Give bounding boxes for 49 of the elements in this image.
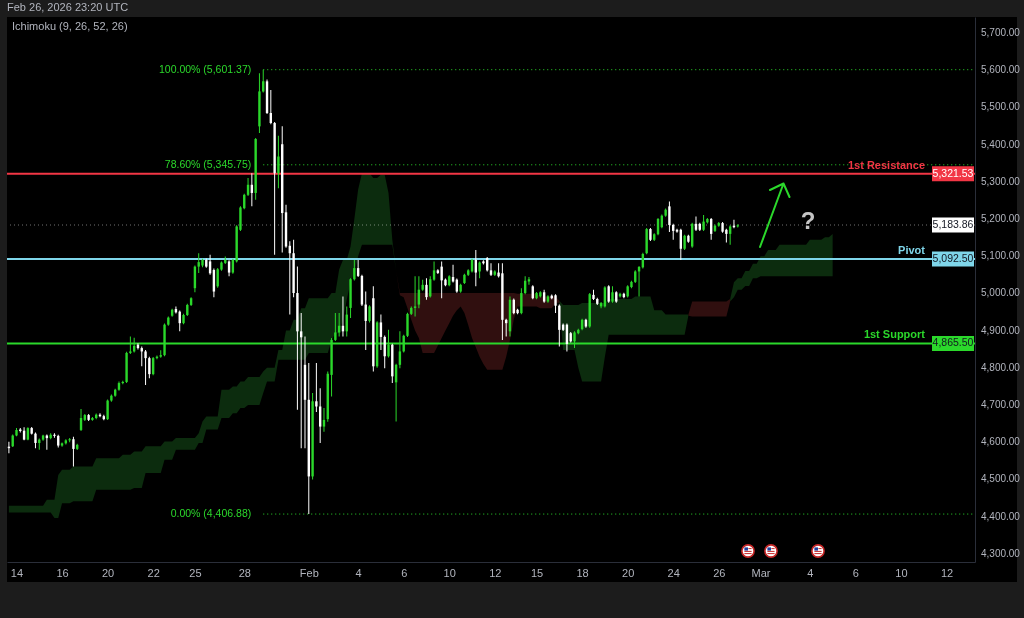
y-tick-label: 4,500.00 bbox=[981, 473, 1021, 485]
y-tick-label: 5,300.00 bbox=[981, 175, 1021, 187]
y-tick-label: 5,500.00 bbox=[981, 101, 1021, 113]
x-tick-label: 16 bbox=[56, 566, 69, 579]
annotation: 5,183.86 bbox=[932, 218, 974, 231]
x-tick-label: 4 bbox=[807, 566, 814, 579]
x-tick-label: 20 bbox=[101, 566, 115, 579]
x-tick-label: 14 bbox=[10, 566, 24, 579]
x-tick-label: 12 bbox=[489, 566, 502, 579]
x-tick-label: Mar bbox=[751, 566, 771, 579]
x-tick-label: 28 bbox=[238, 566, 251, 579]
x-tick-label: 12 bbox=[940, 566, 954, 579]
ref-line-label: 100.00% (5,601.37) bbox=[159, 62, 252, 75]
x-tick-label: 6 bbox=[401, 566, 408, 579]
annotation: ? bbox=[800, 207, 816, 234]
x-tick-label: 15 bbox=[530, 566, 544, 579]
y-tick-label: 5,100.00 bbox=[981, 250, 1021, 262]
x-tick-label: 10 bbox=[895, 566, 908, 579]
ref-line-label: 0.00% (4,406.88) bbox=[170, 507, 252, 520]
annotation: 5,092.50 bbox=[932, 251, 974, 264]
y-tick-label: 5,400.00 bbox=[981, 138, 1021, 150]
ref-line-label: 1st Support bbox=[863, 328, 926, 341]
x-tick-label: 6 bbox=[852, 566, 859, 579]
x-tick-label: 26 bbox=[713, 566, 726, 579]
y-tick-label: 5,700.00 bbox=[981, 27, 1021, 38]
x-tick-label: Feb bbox=[299, 566, 319, 579]
y-tick-label: 5,600.00 bbox=[981, 64, 1021, 76]
x-tick-label: 25 bbox=[189, 566, 202, 579]
x-tick-label: 20 bbox=[622, 566, 635, 579]
annotation: Ichimoku (9, 26, 52, 26) bbox=[12, 20, 128, 32]
y-tick-label: 4,700.00 bbox=[981, 399, 1021, 411]
x-tick-label: 4 bbox=[355, 566, 362, 579]
y-tick-label: 4,900.00 bbox=[981, 324, 1021, 336]
y-tick-label: 4,600.00 bbox=[981, 436, 1021, 448]
y-tick-label: 4,400.00 bbox=[981, 510, 1021, 522]
y-tick-label: 5,200.00 bbox=[981, 213, 1021, 224]
x-tick-label: 22 bbox=[147, 566, 160, 579]
y-tick-label: 4,300.00 bbox=[981, 547, 1021, 559]
ref-line-label: 78.60% (5,345.75) bbox=[164, 157, 252, 170]
ref-line-label: 1st Resistance bbox=[847, 158, 925, 171]
x-tick-label: 18 bbox=[576, 566, 589, 579]
chart-title: Feb 26, 2026 23:20 UTC bbox=[7, 1, 129, 13]
ref-line-label: Pivot bbox=[898, 243, 926, 256]
annotation: 4,865.50 bbox=[932, 336, 974, 349]
x-tick-label: 24 bbox=[667, 566, 680, 579]
y-tick-label: 4,800.00 bbox=[981, 361, 1021, 373]
annotation: 5,321.53 bbox=[932, 166, 974, 179]
y-tick-label: 5,000.00 bbox=[981, 287, 1021, 299]
x-tick-label: 10 bbox=[443, 566, 456, 579]
